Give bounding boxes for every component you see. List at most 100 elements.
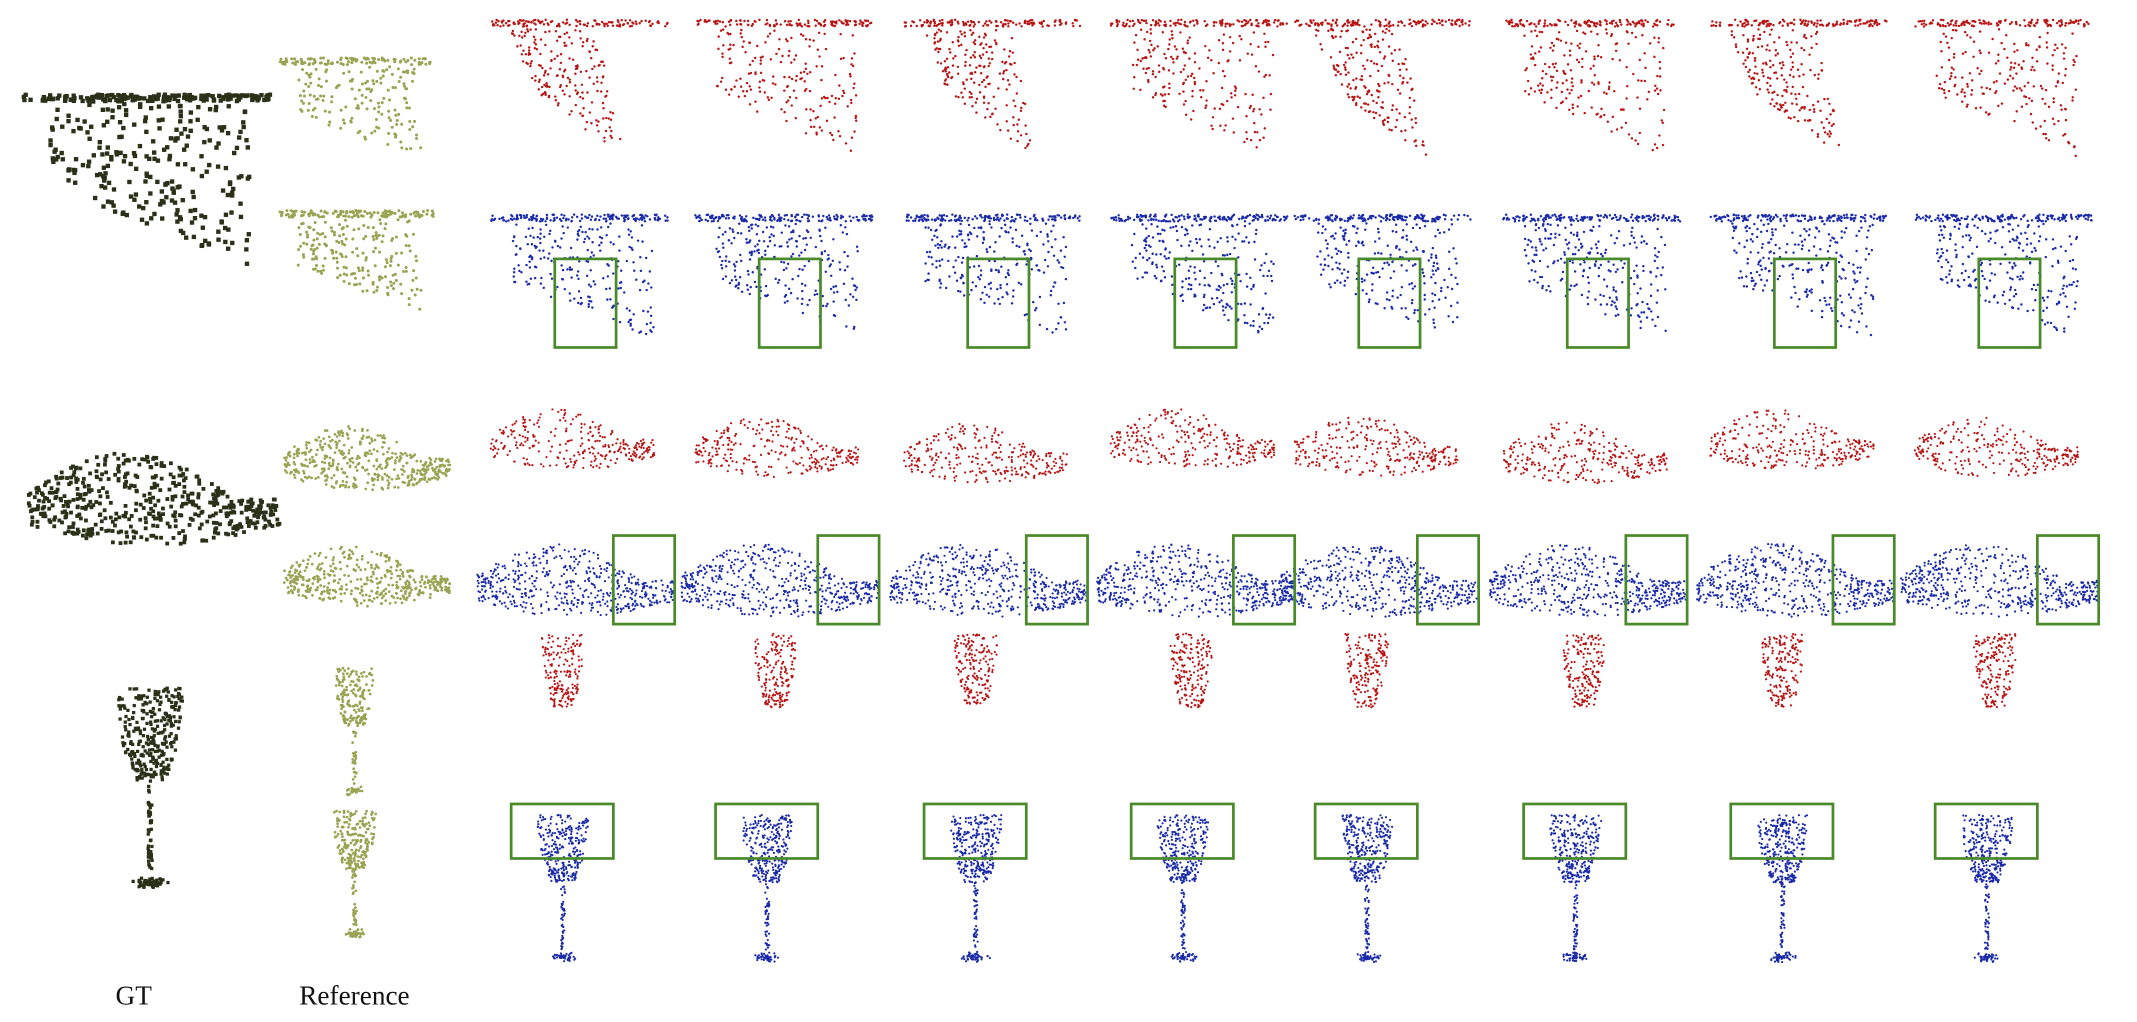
point	[572, 463, 576, 467]
point	[338, 223, 342, 227]
point	[165, 722, 169, 726]
point	[531, 607, 534, 610]
point	[547, 439, 550, 443]
point	[567, 218, 570, 221]
point	[353, 902, 357, 906]
point	[367, 435, 371, 439]
point	[54, 489, 59, 494]
point	[602, 445, 605, 448]
point	[577, 598, 580, 602]
point	[151, 710, 155, 714]
point	[135, 775, 139, 780]
point	[535, 564, 538, 567]
point	[499, 25, 502, 28]
point	[491, 585, 495, 588]
point	[354, 209, 358, 213]
point	[171, 705, 176, 709]
point	[132, 484, 137, 488]
point	[340, 825, 344, 829]
point	[228, 505, 233, 510]
point	[123, 458, 128, 463]
point	[351, 876, 354, 879]
point	[477, 575, 480, 578]
point	[530, 256, 534, 259]
point	[550, 50, 553, 53]
point	[492, 570, 496, 573]
point	[385, 464, 388, 468]
point	[304, 589, 308, 593]
point	[571, 58, 575, 61]
point	[497, 577, 501, 580]
point	[165, 694, 169, 698]
point	[305, 446, 309, 450]
point	[365, 87, 369, 91]
point	[123, 742, 127, 746]
point	[438, 457, 441, 461]
point	[389, 280, 393, 284]
point	[137, 462, 142, 467]
point	[423, 472, 427, 476]
point	[420, 578, 424, 582]
point	[543, 664, 546, 668]
point	[125, 457, 130, 462]
point	[362, 237, 366, 241]
point	[527, 596, 531, 599]
point	[204, 126, 210, 132]
point	[117, 120, 123, 125]
point	[180, 230, 186, 236]
point	[97, 489, 102, 493]
point	[143, 526, 148, 531]
point	[399, 75, 403, 79]
point	[405, 106, 409, 110]
point	[558, 878, 562, 882]
point	[407, 219, 411, 223]
point	[398, 574, 402, 578]
point	[564, 636, 568, 639]
point	[635, 278, 638, 281]
point	[599, 215, 602, 218]
point	[212, 530, 217, 535]
point	[136, 726, 141, 730]
point	[50, 156, 55, 161]
point	[323, 62, 327, 66]
point	[585, 69, 588, 73]
point	[410, 63, 414, 67]
point	[399, 568, 403, 572]
point	[587, 447, 591, 450]
point	[304, 82, 308, 86]
point	[89, 98, 94, 103]
point	[167, 734, 172, 738]
point	[66, 178, 71, 183]
point	[436, 583, 439, 587]
point	[364, 839, 368, 842]
point	[336, 822, 339, 826]
point	[542, 249, 545, 253]
point	[599, 249, 602, 252]
point	[102, 508, 107, 513]
point	[351, 718, 355, 722]
point	[148, 191, 153, 196]
point	[149, 106, 154, 111]
point	[338, 273, 342, 277]
point	[380, 467, 384, 470]
point	[440, 588, 444, 592]
point	[663, 214, 667, 217]
point	[576, 238, 579, 241]
point	[602, 277, 605, 280]
point	[549, 697, 552, 701]
point	[644, 332, 648, 336]
point	[615, 442, 618, 445]
point	[561, 89, 564, 92]
point	[367, 459, 371, 463]
point	[447, 469, 451, 472]
point	[179, 504, 184, 509]
point	[581, 230, 584, 234]
point	[397, 112, 401, 116]
point	[349, 119, 353, 123]
point	[570, 219, 573, 223]
point	[387, 483, 390, 487]
point	[314, 453, 318, 456]
point	[153, 692, 157, 697]
point	[149, 773, 153, 777]
point	[236, 96, 241, 102]
